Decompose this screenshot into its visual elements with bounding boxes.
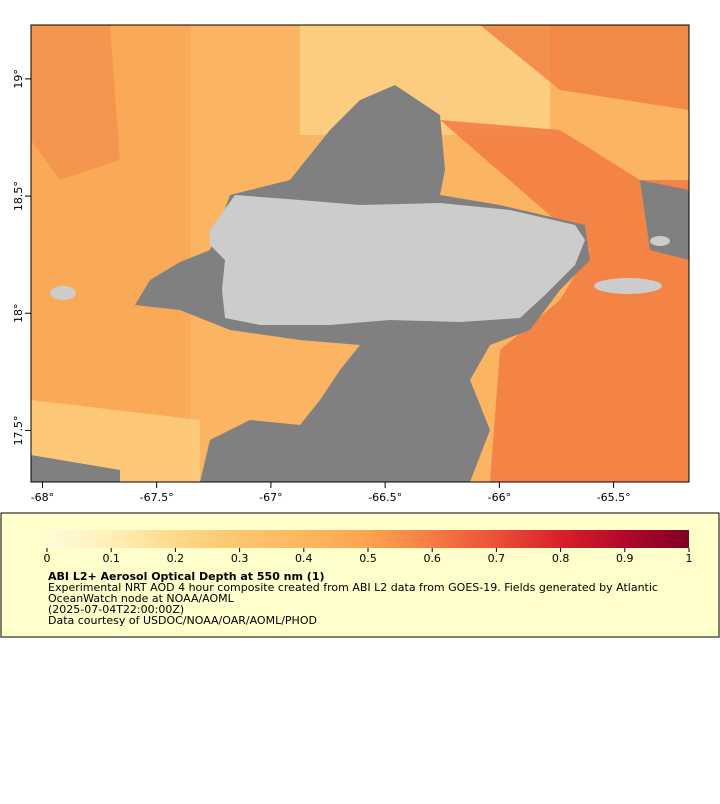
colorbar-tick-label: 0.8 <box>552 552 570 565</box>
colorbar-tick-label: 0.9 <box>616 552 634 565</box>
colorbar <box>47 530 689 548</box>
x-tick-label: -67.5° <box>140 491 174 504</box>
land <box>650 236 670 246</box>
x-tick-label: -66° <box>488 491 511 504</box>
caption-line: (2025-07-04T22:00:00Z) <box>48 603 184 616</box>
colorbar-tick-label: 1 <box>686 552 693 565</box>
caption-line: Data courtesy of USDOC/NOAA/OAR/AOML/PHO… <box>48 614 317 627</box>
aod-field <box>31 25 120 180</box>
no-data <box>31 455 120 482</box>
y-tick-label: 17.5° <box>12 415 25 445</box>
land <box>50 286 76 300</box>
land <box>594 278 662 294</box>
aod-raster <box>31 25 689 482</box>
x-tick-label: -65.5° <box>597 491 631 504</box>
aod-field <box>480 25 689 110</box>
x-tick-label: -67° <box>259 491 282 504</box>
colorbar-tick-label: 0.6 <box>423 552 441 565</box>
aod-field <box>31 400 200 482</box>
caption-title: ABI L2+ Aerosol Optical Depth at 550 nm … <box>48 570 325 583</box>
aod-field <box>440 120 689 482</box>
y-tick-label: 18° <box>12 304 25 324</box>
x-tick-label: -68° <box>31 491 54 504</box>
land <box>210 195 585 325</box>
colorbar-tick-label: 0.1 <box>102 552 120 565</box>
colorbar-tick-label: 0.4 <box>295 552 313 565</box>
caption-line: OceanWatch node at NOAA/AOML <box>48 592 235 605</box>
caption-line: Experimental NRT AOD 4 hour composite cr… <box>48 581 658 594</box>
x-tick-label: -66.5° <box>368 491 402 504</box>
colorbar-tick-label: 0.5 <box>359 552 377 565</box>
y-tick-label: 18.5° <box>12 181 25 211</box>
map-frame <box>30 24 690 483</box>
colorbar-tick-label: 0.7 <box>488 552 506 565</box>
colorbar-tick-label: 0.2 <box>167 552 185 565</box>
y-tick-label: 19° <box>12 69 25 89</box>
colorbar-tick-label: 0 <box>44 552 51 565</box>
colorbar-tick-label: 0.3 <box>231 552 249 565</box>
